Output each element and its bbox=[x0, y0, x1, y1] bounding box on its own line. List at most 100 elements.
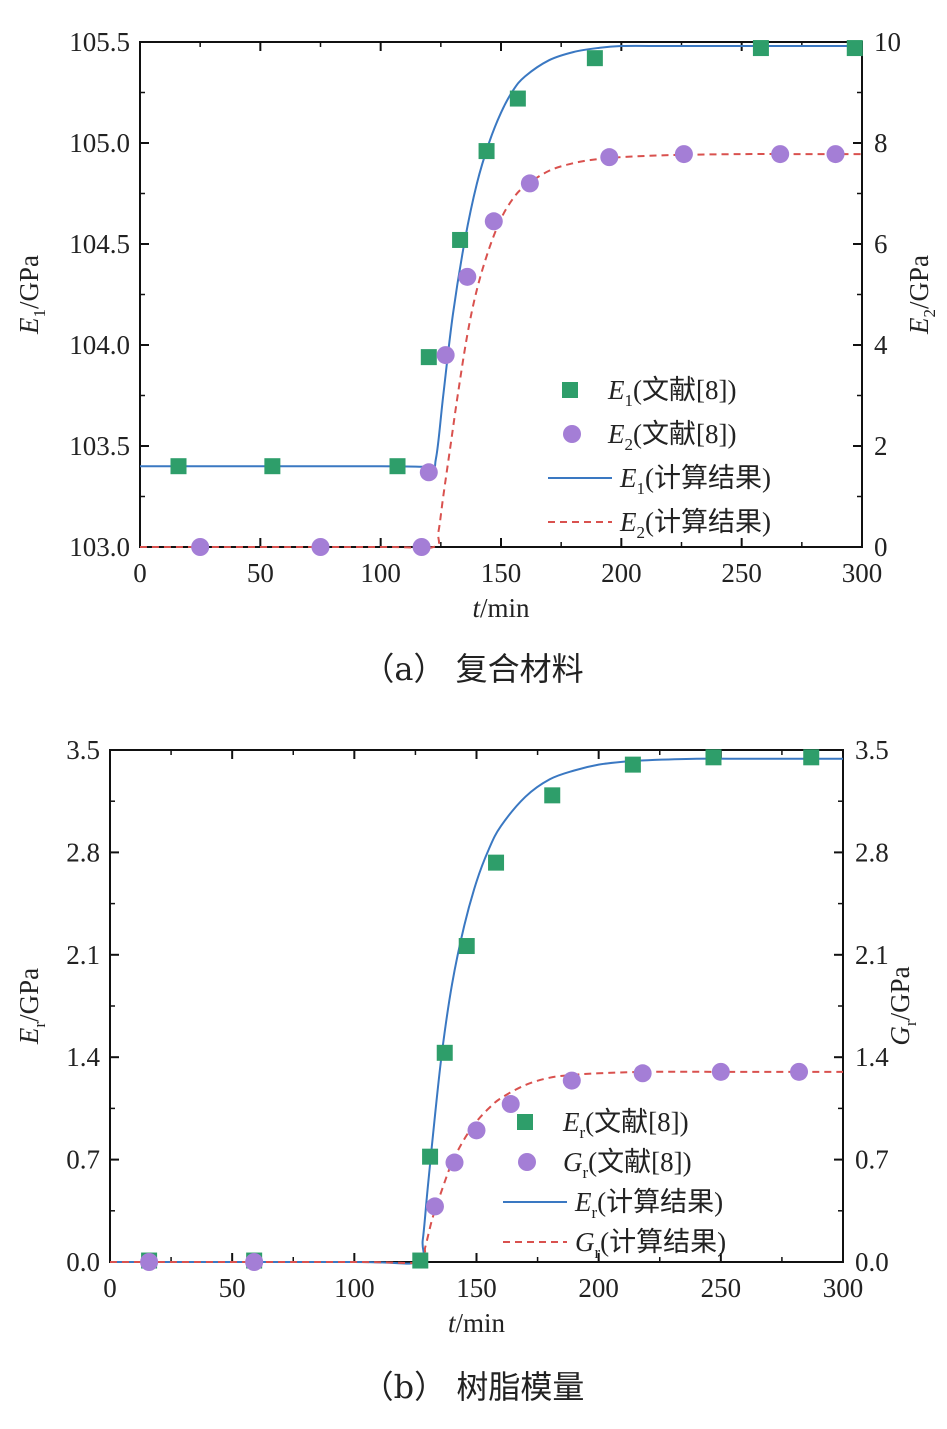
data-point-circle bbox=[445, 1153, 464, 1172]
y-right-tick-label: 1.4 bbox=[855, 1042, 889, 1072]
x-tick-label: 0 bbox=[103, 1273, 117, 1303]
data-point-circle bbox=[562, 1071, 581, 1090]
y-right-tick-label: 2.1 bbox=[855, 940, 889, 970]
legend-label: E1(文献[8]) bbox=[607, 375, 736, 410]
y-left-axis-label: Er/GPa bbox=[14, 968, 49, 1045]
data-point-circle bbox=[245, 1253, 264, 1271]
x-axis-label: t/min bbox=[472, 593, 530, 623]
y-right-tick-label: 3.5 bbox=[855, 735, 889, 765]
series-line-2 bbox=[140, 44, 862, 468]
y-right-tick-label: 0.7 bbox=[855, 1145, 889, 1175]
data-point-circle bbox=[520, 174, 539, 193]
y-right-tick-label: 2 bbox=[874, 431, 888, 461]
x-tick-label: 300 bbox=[842, 558, 883, 588]
y-left-tick-label: 105.0 bbox=[69, 128, 130, 158]
data-point-square bbox=[389, 458, 406, 475]
data-point-square bbox=[509, 90, 526, 107]
legend-label: Gr(文献[8]) bbox=[563, 1147, 692, 1182]
data-point-circle bbox=[501, 1095, 520, 1114]
x-tick-label: 50 bbox=[219, 1273, 246, 1303]
chart-a: 0 50 100 150 200 250 300103.0103.5104.0104.510… bbox=[14, 27, 939, 688]
data-point-circle bbox=[771, 145, 790, 164]
figure-caption: （a） 复合材料 bbox=[362, 650, 583, 688]
data-point-circle bbox=[467, 1121, 486, 1140]
legend-label: Er(文献[8]) bbox=[562, 1107, 689, 1142]
y-right-tick-label: 0.0 bbox=[855, 1247, 889, 1277]
y-left-tick-label: 103.5 bbox=[69, 431, 130, 461]
figure-caption: （b） 树脂模量 bbox=[362, 1368, 585, 1406]
y-left-tick-label: 2.8 bbox=[66, 837, 100, 867]
legend-marker-circle bbox=[518, 1153, 536, 1171]
data-point-square bbox=[705, 749, 722, 766]
y-right-tick-label: 4 bbox=[874, 330, 888, 360]
data-point-square bbox=[436, 1044, 453, 1061]
data-point-square bbox=[803, 749, 820, 766]
y-right-tick-label: 6 bbox=[874, 229, 888, 259]
data-point-circle bbox=[633, 1064, 652, 1083]
data-point-square bbox=[264, 458, 281, 475]
y-left-tick-label: 2.1 bbox=[66, 940, 100, 970]
data-point-square bbox=[488, 854, 505, 871]
legend-label: Er(计算结果) bbox=[574, 1187, 723, 1222]
data-point-square bbox=[478, 143, 495, 160]
series-line-3 bbox=[140, 153, 862, 550]
data-point-circle bbox=[140, 1253, 159, 1271]
data-point-square bbox=[170, 458, 187, 475]
y-left-tick-label: 104.5 bbox=[69, 229, 130, 259]
data-point-circle bbox=[826, 145, 845, 164]
x-axis-label: t/min bbox=[448, 1308, 506, 1338]
data-point-square bbox=[420, 349, 437, 366]
data-point-circle bbox=[425, 1197, 444, 1216]
data-point-square bbox=[544, 787, 561, 804]
x-tick-label: 200 bbox=[601, 558, 642, 588]
y-left-tick-label: 1.4 bbox=[66, 1042, 100, 1072]
legend-label: E1(计算结果) bbox=[619, 463, 771, 498]
data-point-square bbox=[452, 231, 469, 248]
y-right-tick-label: 10 bbox=[874, 27, 901, 57]
y-right-axis-label: Gr/GPa bbox=[885, 966, 920, 1045]
series-line-2 bbox=[110, 757, 843, 1265]
y-left-tick-label: 3.5 bbox=[66, 735, 100, 765]
x-tick-label: 0 bbox=[133, 558, 147, 588]
y-left-axis-label: E1/GPa bbox=[14, 255, 49, 335]
legend-label: Gr(计算结果) bbox=[575, 1227, 726, 1262]
data-point-circle bbox=[600, 148, 619, 167]
data-point-square bbox=[412, 1252, 429, 1269]
x-tick-label: 100 bbox=[334, 1273, 375, 1303]
data-point-circle bbox=[436, 346, 455, 365]
x-tick-label: 150 bbox=[481, 558, 522, 588]
y-left-tick-label: 0.7 bbox=[66, 1145, 100, 1175]
data-point-square bbox=[846, 40, 863, 57]
plot-frame bbox=[109, 749, 844, 1263]
y-left-tick-label: 0.0 bbox=[66, 1247, 100, 1277]
legend-marker-square bbox=[562, 382, 578, 398]
y-left-tick-label: 105.5 bbox=[69, 27, 130, 57]
data-point-circle bbox=[711, 1062, 730, 1081]
data-point-square bbox=[422, 1148, 439, 1165]
y-left-tick-label: 103.0 bbox=[69, 532, 130, 562]
data-point-circle bbox=[458, 267, 477, 286]
legend-label: E2(计算结果) bbox=[619, 507, 771, 542]
x-tick-label: 100 bbox=[360, 558, 401, 588]
data-point-square bbox=[624, 756, 641, 773]
data-point-circle bbox=[412, 538, 431, 556]
x-tick-label: 150 bbox=[456, 1273, 497, 1303]
y-right-tick-label: 8 bbox=[874, 128, 888, 158]
x-tick-label: 200 bbox=[578, 1273, 619, 1303]
data-point-circle bbox=[484, 212, 503, 231]
data-point-square bbox=[458, 938, 475, 955]
legend-marker-square bbox=[517, 1114, 533, 1130]
data-point-circle bbox=[790, 1062, 809, 1081]
data-point-circle bbox=[311, 538, 330, 556]
x-tick-label: 250 bbox=[721, 558, 762, 588]
data-point-circle bbox=[674, 145, 693, 164]
legend-marker-circle bbox=[563, 425, 581, 443]
y-left-tick-label: 104.0 bbox=[69, 330, 130, 360]
data-point-circle bbox=[191, 538, 210, 556]
y-right-axis-label: E2/GPa bbox=[904, 255, 939, 335]
data-point-square bbox=[586, 50, 603, 67]
legend-label: E2(文献[8]) bbox=[607, 419, 736, 454]
plot-area bbox=[110, 757, 843, 1265]
y-right-tick-label: 0 bbox=[874, 532, 888, 562]
